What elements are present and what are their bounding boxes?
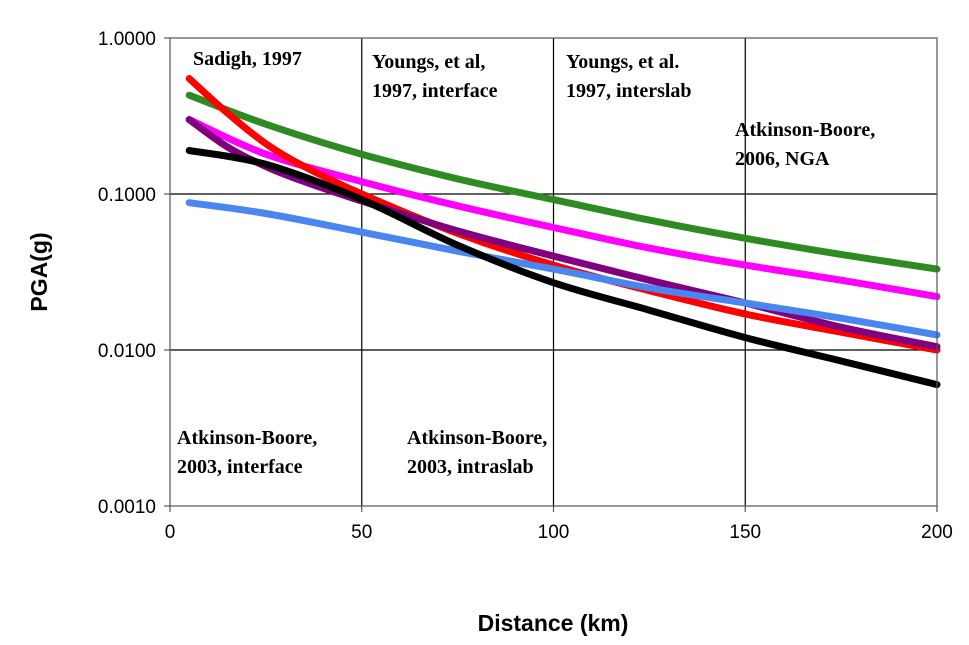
annotation-4-line-2: 2006, NGA: [735, 148, 830, 170]
x-tick-label: 100: [538, 522, 570, 543]
annotation-5-line-2: 2003, interface: [177, 456, 303, 478]
series-line-6: [185, 147, 941, 389]
y-tick-label: 0.0100: [98, 341, 156, 362]
annotation-4-line-1: Atkinson-Boore,: [735, 119, 875, 141]
annotation-6-line-1: Atkinson-Boore,: [407, 427, 547, 449]
annotation-5-line-1: Atkinson-Boore,: [177, 427, 317, 449]
annotation-2-line-1: Youngs, et al,: [372, 51, 485, 73]
y-tick-label: 0.0010: [98, 497, 156, 518]
tick-labels: 0 50 100 150 200 0.0010 0.0100 0.1000 1.0000: [98, 29, 953, 543]
series-line-5: [185, 199, 941, 339]
x-tick-label: 150: [729, 522, 761, 543]
series-layer: [185, 75, 941, 389]
annotation-3-line-2: 1997, interslab: [566, 80, 692, 102]
annotations: Sadigh, 1997 Youngs, et al, 1997, interfac…: [177, 48, 875, 478]
x-tick-label: 0: [165, 522, 176, 543]
series-line-3: [185, 75, 941, 354]
series-line-1: [185, 91, 941, 273]
x-axis-title: Distance (km): [478, 610, 629, 636]
annotation-2-line-2: 1997, interface: [372, 80, 498, 102]
annotation-3-line-1: Youngs, et al.: [566, 51, 679, 73]
plot-frame: [169, 37, 938, 507]
y-tick-label: 0.1000: [98, 185, 156, 206]
annotation-6-line-2: 2003, intraslab: [407, 456, 534, 478]
annotation-1-line-1: Sadigh, 1997: [193, 48, 302, 70]
x-tick-label: 50: [351, 522, 372, 543]
y-tick-label: 1.0000: [98, 29, 156, 50]
y-axis-title: PGA(g): [26, 232, 52, 311]
x-tick-label: 200: [921, 522, 953, 543]
